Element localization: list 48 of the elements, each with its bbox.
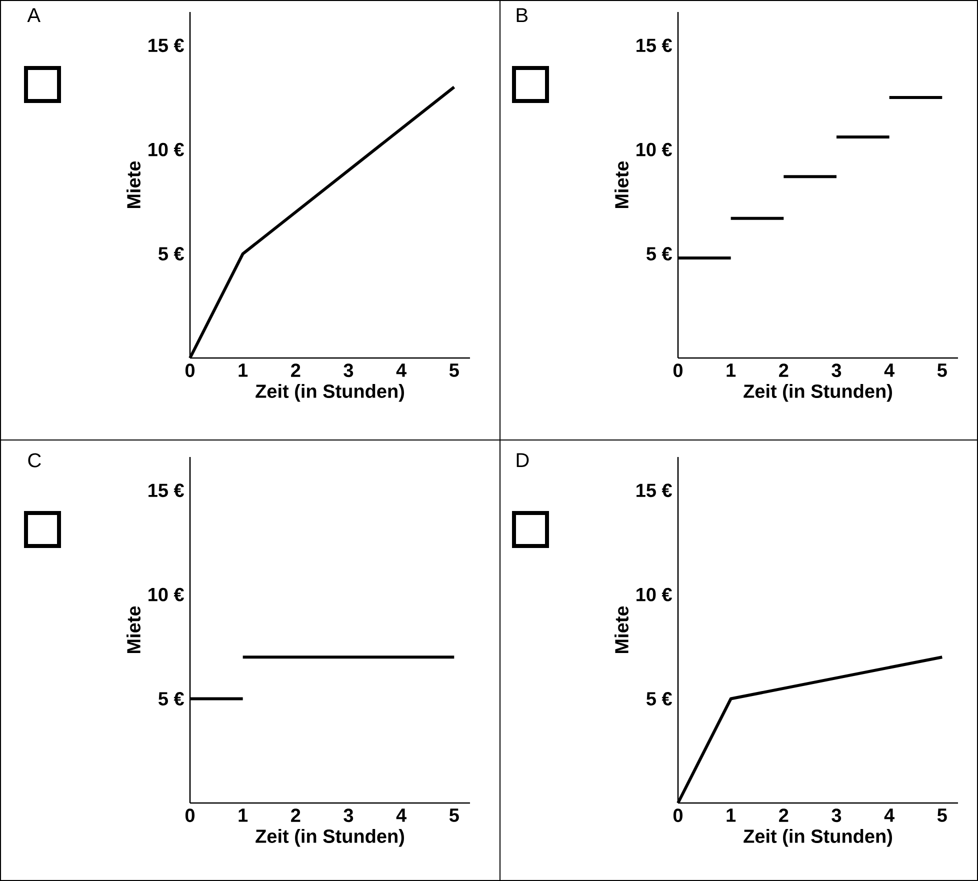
x-tick-label: 1 (238, 364, 248, 377)
x-tick-label: 2 (291, 364, 300, 377)
x-tick-label: 3 (832, 364, 842, 378)
x-tick-label: 4 (884, 808, 894, 822)
x-tick-label: 4 (396, 808, 406, 822)
x-tick-label: 3 (344, 808, 354, 822)
x-tick-label: 0 (185, 808, 195, 822)
x-tick-label: 2 (779, 808, 788, 822)
y-tick-label: 5 € (158, 247, 184, 261)
x-tick-label: 1 (238, 808, 248, 822)
y-tick-label: 10 € (636, 588, 672, 602)
x-tick-label: 0 (673, 808, 683, 822)
x-tick-label: 0 (673, 364, 683, 378)
x-tick-label: 2 (291, 808, 300, 822)
y-axis-title: Miete (614, 161, 628, 208)
x-tick-label: 1 (726, 364, 736, 377)
y-tick-label: 15 € (148, 38, 184, 52)
chart-title: A (27, 8, 41, 22)
x-tick-label: 0 (185, 364, 195, 378)
x-tick-label: 5 (449, 808, 459, 822)
x-axis-title: Zeit (in Stunden) (744, 384, 892, 402)
y-axis-title: Miete (614, 606, 628, 654)
y-tick-label: 5 € (646, 247, 672, 261)
x-tick-label: 3 (832, 808, 842, 822)
x-axis-title: Zeit (in Stunden) (256, 829, 404, 847)
y-tick-label: 15 € (636, 38, 672, 52)
y-tick-label: 10 € (636, 142, 672, 156)
x-tick-label: 1 (726, 808, 736, 822)
y-tick-label: 5 € (158, 692, 184, 706)
y-tick-label: 5 € (646, 692, 672, 706)
chart-title: D (516, 453, 529, 467)
x-tick-label: 4 (396, 364, 406, 377)
x-tick-label: 4 (884, 364, 894, 377)
chart-title: B (516, 8, 528, 22)
x-axis-title: Zeit (in Stunden) (744, 829, 892, 847)
chart-title: C (28, 453, 41, 468)
y-axis-title: Miete (126, 606, 140, 654)
y-tick-label: 10 € (148, 588, 184, 602)
x-tick-label: 5 (937, 808, 947, 822)
y-axis-title: Miete (126, 161, 140, 208)
x-tick-label: 3 (344, 364, 354, 378)
x-axis-title: Zeit (in Stunden) (256, 384, 404, 402)
x-tick-label: 5 (449, 364, 459, 377)
x-tick-label: 2 (779, 364, 788, 377)
y-tick-label: 15 € (148, 484, 184, 498)
x-tick-label: 5 (937, 364, 947, 377)
y-tick-label: 10 € (148, 142, 184, 156)
y-tick-label: 15 € (636, 484, 672, 498)
